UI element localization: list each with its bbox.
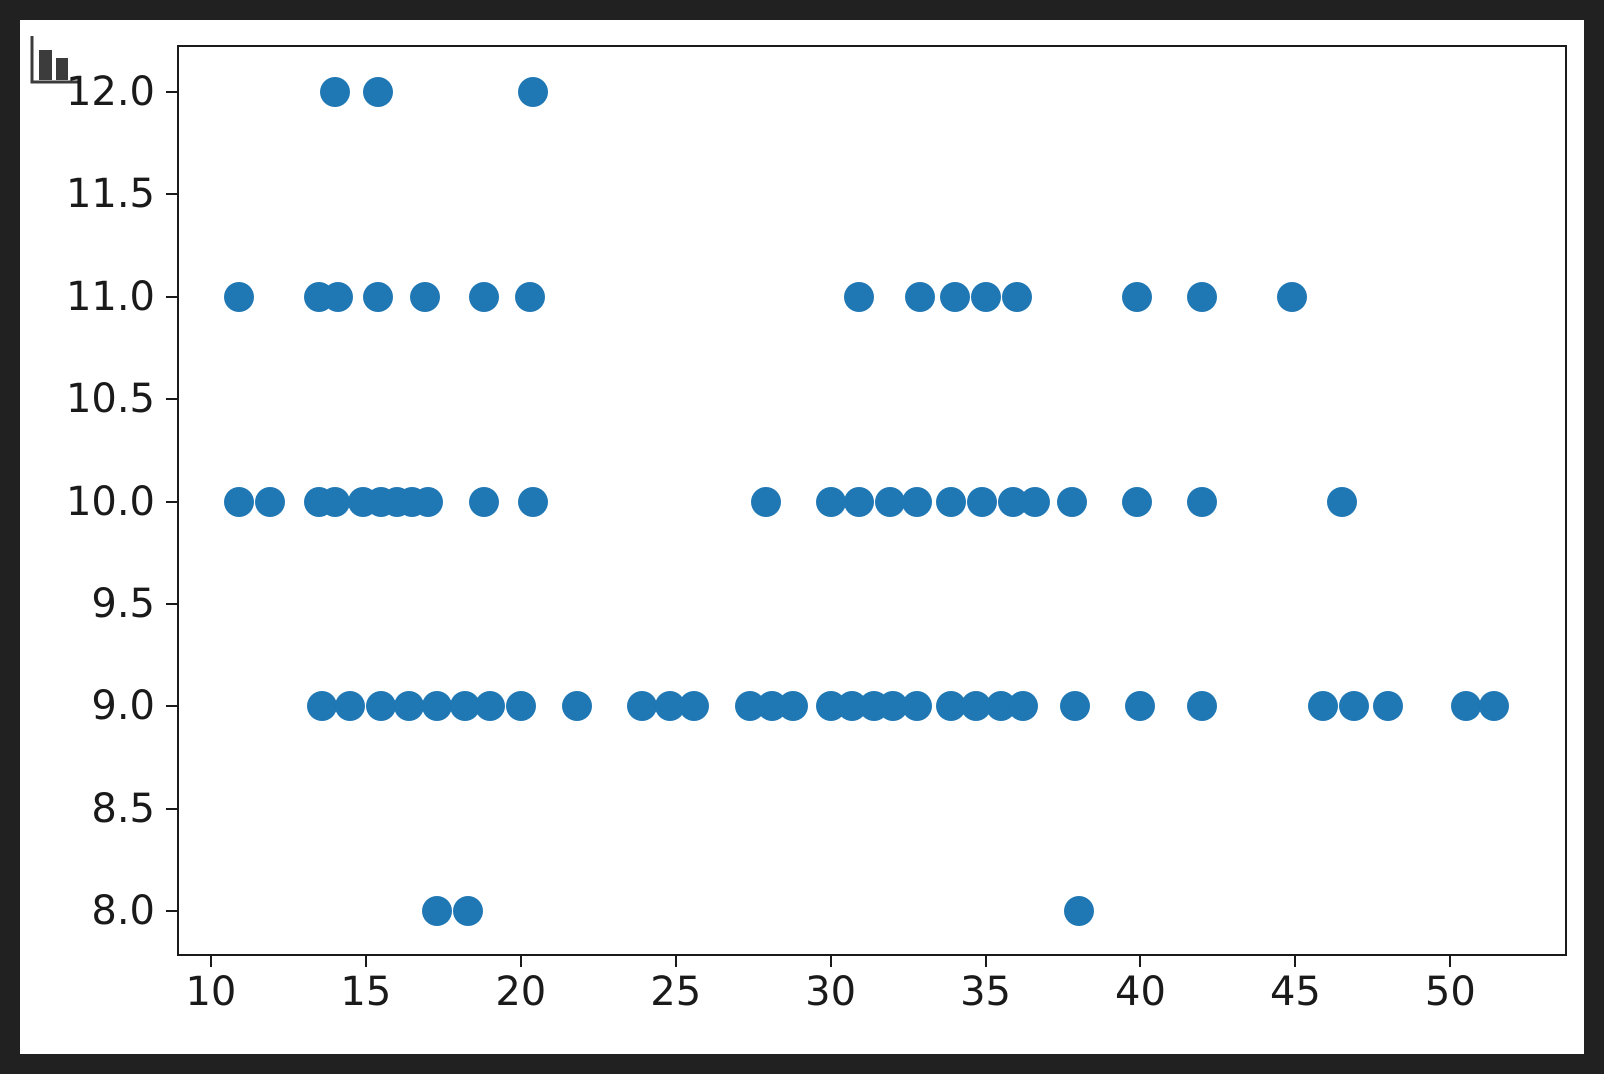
bar-chart-icon (30, 36, 80, 84)
data-point (1339, 691, 1370, 722)
data-point (474, 691, 505, 722)
data-point (412, 486, 443, 517)
x-axis-tick (674, 956, 677, 967)
data-point (254, 486, 285, 517)
y-axis-tick (166, 398, 177, 401)
x-tick-label: 40 (1115, 969, 1166, 1015)
data-point (1187, 281, 1218, 312)
data-point (518, 486, 549, 517)
data-point (561, 691, 592, 722)
y-tick-label: 11.0 (65, 273, 155, 320)
x-tick-label: 10 (185, 969, 237, 1015)
data-point (409, 281, 440, 312)
x-axis-tick (1139, 956, 1142, 967)
y-tick-label: 9.5 (91, 580, 155, 627)
data-point (518, 77, 549, 108)
data-point (366, 691, 397, 722)
data-point (939, 281, 970, 312)
x-axis-tick (519, 956, 522, 967)
y-tick-label: 8.0 (91, 888, 155, 934)
data-point (319, 77, 350, 108)
y-axis-tick (166, 91, 177, 94)
x-tick-label: 15 (340, 969, 392, 1015)
x-axis-tick (364, 956, 367, 967)
data-point (626, 691, 657, 722)
data-point (1187, 691, 1218, 722)
data-point (905, 281, 936, 312)
data-point (902, 691, 933, 722)
data-point (1020, 486, 1051, 517)
y-axis-tick (166, 807, 177, 810)
data-point (1001, 281, 1032, 312)
data-point (319, 486, 350, 517)
x-tick-label: 35 (960, 969, 1012, 1015)
y-tick-label: 8.5 (91, 785, 155, 832)
data-point (223, 281, 254, 312)
data-point (505, 691, 536, 722)
plot-area: 10 15 20 25 30 35 40 45 50 12.0 11.5 11.0 10.5 10.0 9.… (66, 45, 1567, 1012)
y-axis-tick (166, 193, 177, 196)
data-point (1478, 691, 1509, 722)
data-point (1125, 691, 1156, 722)
data-point (1060, 691, 1091, 722)
data-point (223, 486, 254, 517)
x-tick-label: 20 (495, 969, 547, 1015)
data-point (679, 691, 710, 722)
data-point (1187, 486, 1218, 517)
data-point (1326, 486, 1357, 517)
y-axis-tick (166, 602, 177, 605)
data-point (394, 691, 425, 722)
x-tick-label: 30 (805, 969, 857, 1015)
y-tick-label: 12.0 (65, 69, 155, 116)
y-axis-tick (166, 500, 177, 503)
data-point (307, 691, 338, 722)
y-axis-tick (166, 910, 177, 912)
data-point (778, 691, 809, 722)
data-point (515, 281, 546, 312)
x-axis-tick (984, 956, 987, 967)
matplotlib-figure: 10 15 20 25 30 35 40 45 50 12.0 11.5 11.0 10.5 10.0 9.… (20, 20, 1584, 1054)
x-axis-tick (1294, 956, 1297, 967)
data-point (1122, 486, 1153, 517)
data-point (815, 486, 846, 517)
data-point (843, 281, 874, 312)
data-point (422, 691, 453, 722)
data-point (843, 486, 874, 517)
y-tick-label: 10.0 (65, 478, 155, 525)
data-point (1277, 281, 1308, 312)
data-point (422, 896, 453, 926)
data-point (1063, 896, 1094, 926)
data-point (468, 281, 499, 312)
y-tick-label: 11.5 (65, 171, 155, 218)
data-point (936, 486, 967, 517)
x-axis-tick (1449, 956, 1452, 967)
data-point (453, 896, 484, 926)
data-point (468, 486, 499, 517)
x-tick-label: 45 (1269, 969, 1321, 1015)
data-point (1007, 691, 1038, 722)
y-axis-tick (166, 295, 177, 298)
data-point (363, 77, 394, 108)
data-point (1450, 691, 1481, 722)
x-tick-label: 50 (1424, 969, 1476, 1015)
data-point (967, 486, 998, 517)
data-point (322, 281, 353, 312)
data-point (363, 281, 394, 312)
data-point (1122, 281, 1153, 312)
data-point (1308, 691, 1339, 722)
y-tick-label: 10.5 (65, 376, 155, 423)
x-axis-tick (209, 956, 212, 967)
y-tick-label: 9.0 (91, 683, 155, 730)
data-point (1057, 486, 1088, 517)
x-tick-label: 25 (650, 969, 702, 1015)
data-point (902, 486, 933, 517)
data-point (335, 691, 366, 722)
data-point (750, 486, 781, 517)
data-point (874, 486, 905, 517)
x-axis-tick (829, 956, 832, 967)
data-point (970, 281, 1001, 312)
data-point (1373, 691, 1404, 722)
y-axis-tick (166, 705, 177, 708)
